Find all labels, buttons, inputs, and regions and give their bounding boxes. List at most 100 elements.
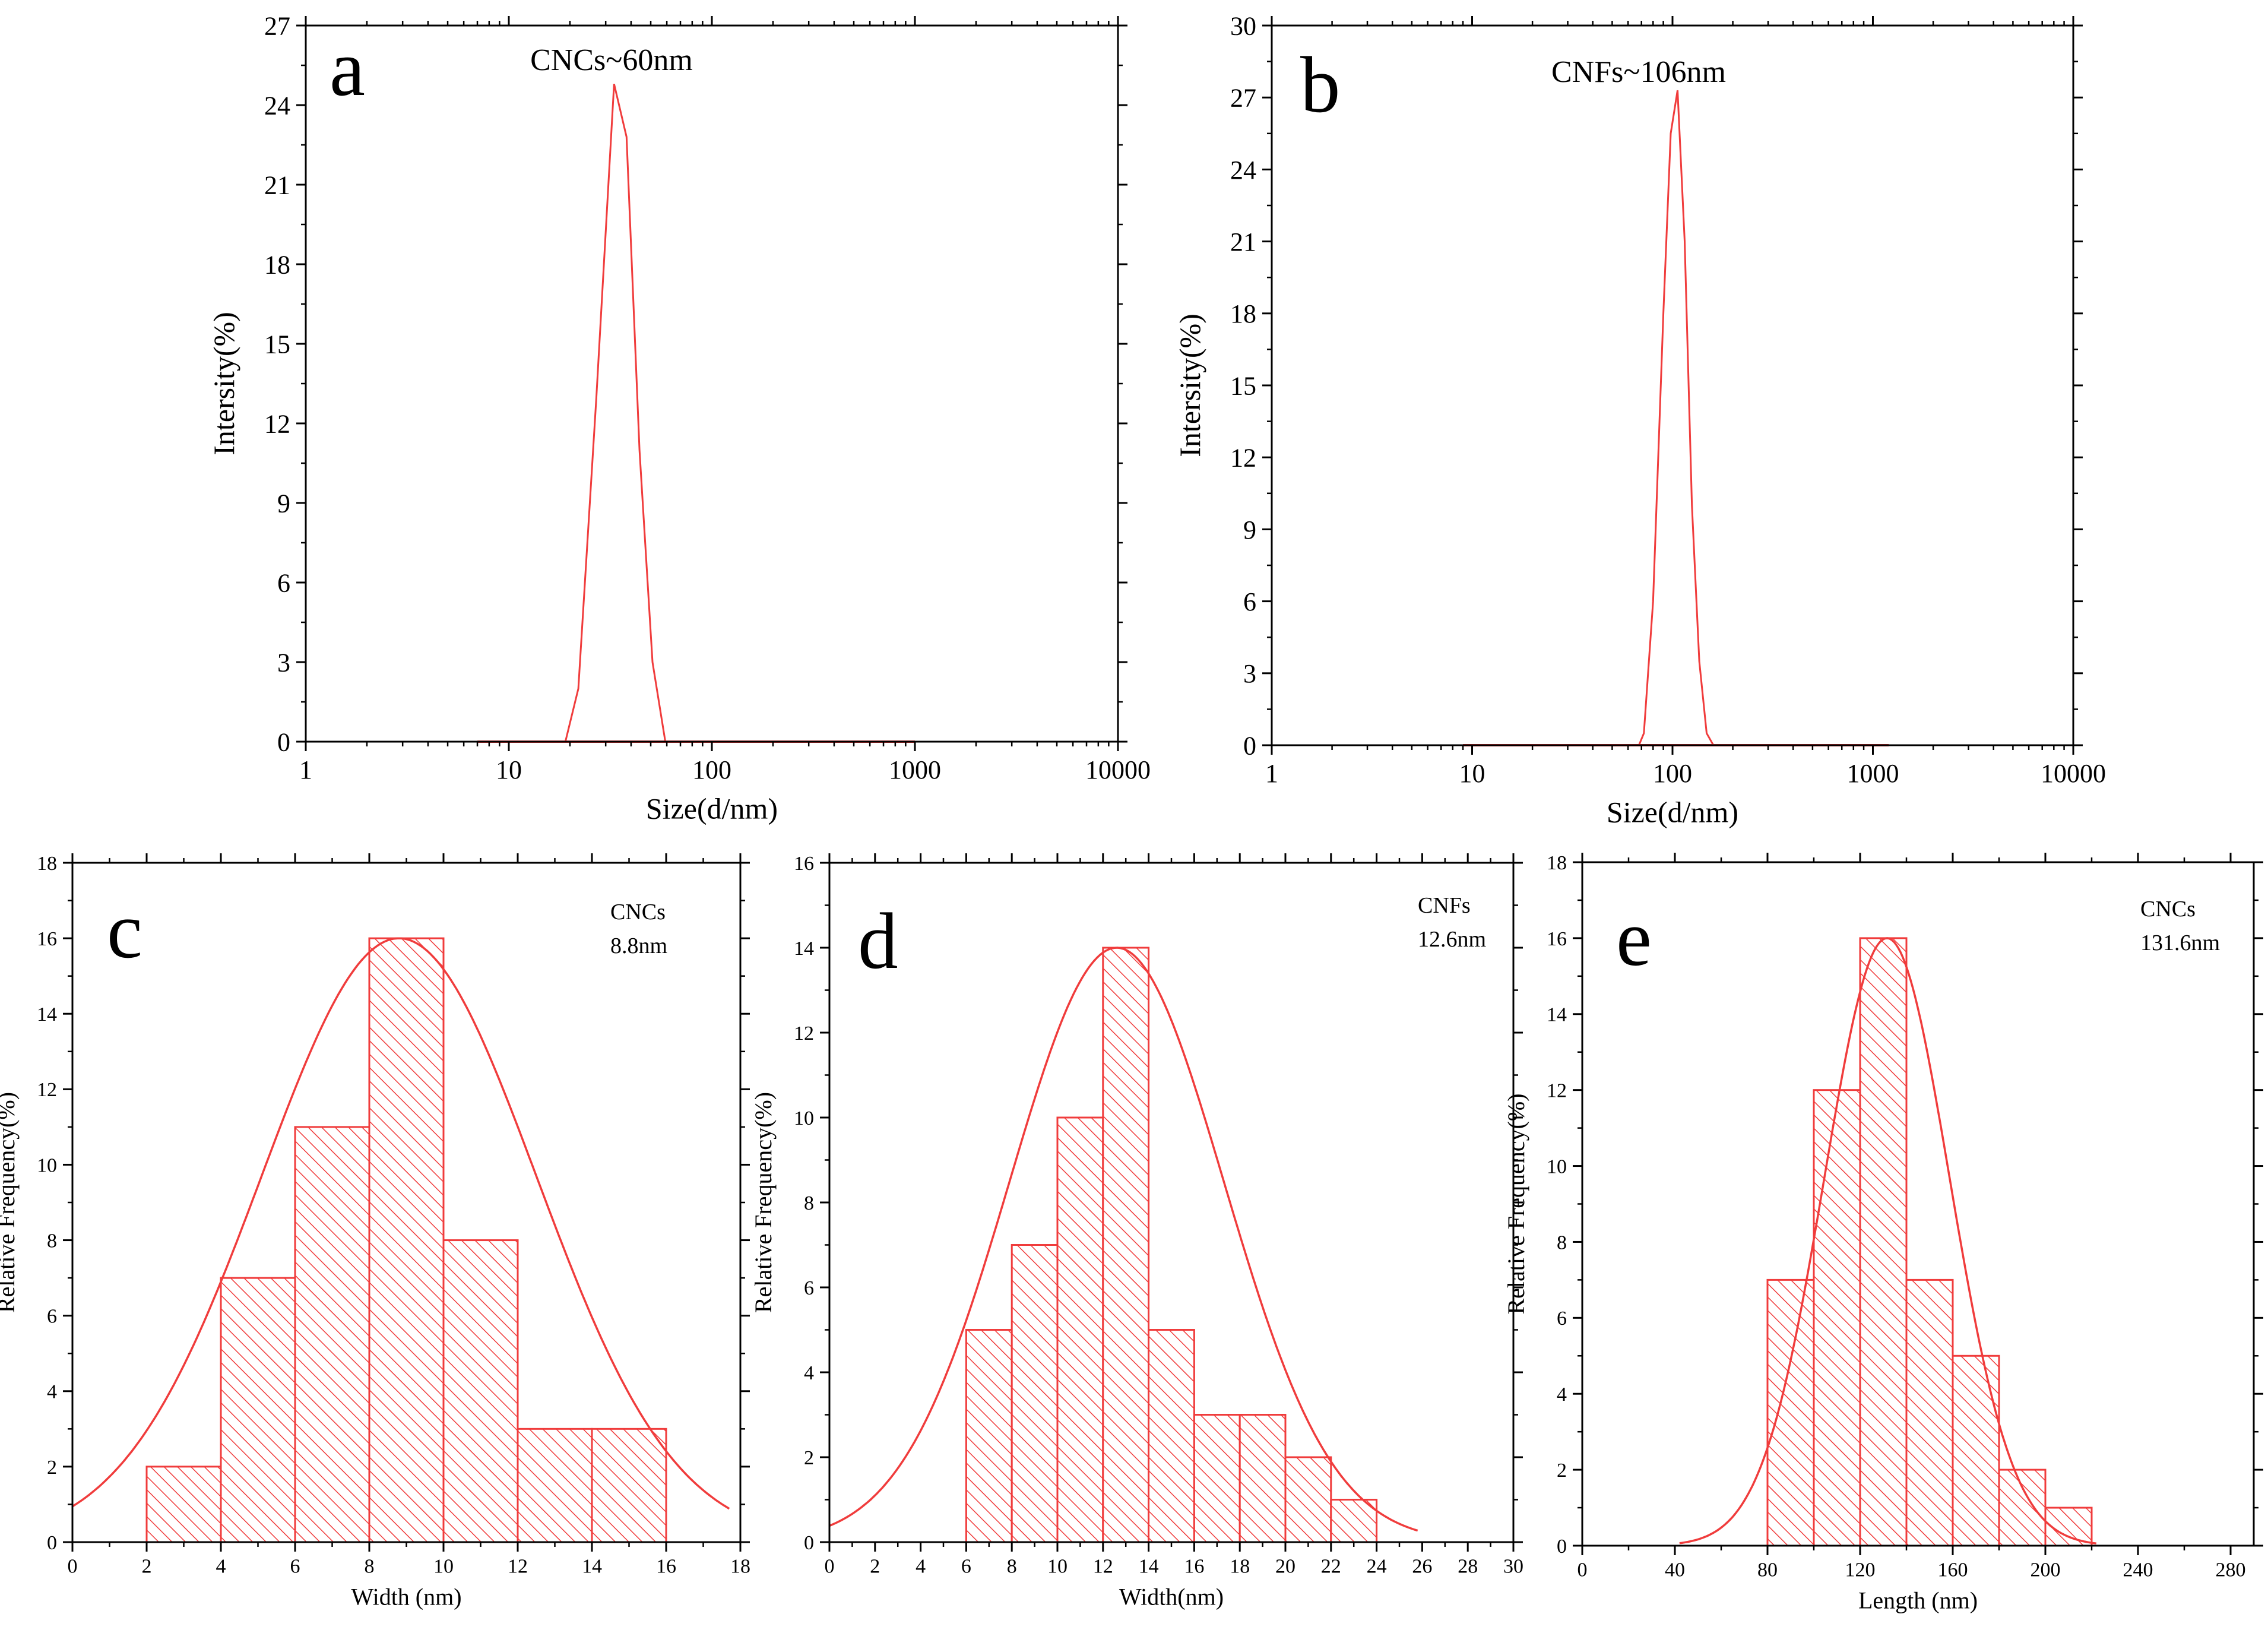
y-tick-label: 18 (264, 250, 290, 279)
annotation-1: CNCs (610, 900, 666, 925)
y-tick-label: 6 (804, 1277, 814, 1299)
x-tick-label: 1 (299, 755, 312, 784)
x-tick-label: 24 (1367, 1556, 1387, 1578)
y-tick-label: 14 (1547, 1004, 1567, 1026)
y-axis-label: Intersity(%) (1173, 314, 1206, 457)
y-tick-label: 0 (277, 727, 290, 757)
bar-5 (1952, 1354, 2000, 1547)
y-tick-label: 6 (1557, 1308, 1567, 1330)
axes: 0 3 6 9 12 15 18 21 24 27 30 1 10 100 1000 10000 (1230, 11, 2106, 788)
x-tick-label: 14 (582, 1556, 602, 1578)
x-tick-label: 0 (1578, 1559, 1588, 1581)
bar-5 (1148, 1329, 1195, 1543)
x-tick-label: 0 (68, 1556, 78, 1578)
y-axis-label: Relative Frequency(%) (750, 1092, 777, 1313)
fit-curve (1679, 937, 2096, 1544)
bar-6 (1998, 1468, 2047, 1547)
x-tick-label: 8 (1007, 1556, 1017, 1578)
x-tick-label: 30 (1503, 1556, 1523, 1578)
y-tick-label: 14 (794, 938, 814, 960)
y-tick-label: 12 (1547, 1080, 1567, 1102)
x-tick-label: 14 (1139, 1556, 1159, 1578)
y-tick-label: 10 (37, 1154, 57, 1176)
bar-3 (1859, 937, 1908, 1547)
panel-letter: a (330, 24, 365, 113)
x-tick-label: 12 (1093, 1556, 1113, 1578)
y-tick-label: 0 (1243, 731, 1256, 760)
panel-b: 0 3 6 9 12 15 18 21 24 27 30 1 10 100 1000 10000 Size(d/… (1173, 11, 2106, 828)
series-line-1 (477, 83, 915, 743)
y-tick-label: 27 (264, 11, 290, 40)
x-tick-label: 0 (825, 1556, 835, 1578)
y-tick-label: 16 (794, 853, 814, 875)
y-axis-label: Intersity(%) (207, 312, 240, 455)
x-tick-label: 200 (2031, 1559, 2061, 1581)
y-tick-label: 6 (47, 1306, 57, 1328)
x-axis-label: Width(nm) (1119, 1584, 1224, 1610)
y-tick-label: 10 (794, 1107, 814, 1129)
y-tick-label: 10 (1547, 1156, 1567, 1178)
x-tick-label: 10000 (1085, 755, 1151, 784)
bars (1766, 937, 2093, 1547)
x-tick-label: 100 (1653, 759, 1692, 788)
x-tick-label: 2 (142, 1556, 152, 1578)
y-axis-label: Relative Frequency(%) (1503, 1093, 1529, 1314)
fit-curve (72, 937, 730, 1510)
peak-annotation: CNCs~60nm (530, 43, 693, 77)
y-tick-label: 2 (47, 1457, 57, 1479)
y-tick-label: 9 (1243, 515, 1256, 545)
x-tick-label: 1000 (889, 755, 941, 784)
y-tick-label: 16 (37, 928, 57, 950)
bar-4 (368, 937, 445, 1543)
bar-2 (1813, 1089, 1861, 1547)
bar-7 (591, 1428, 667, 1543)
bars (145, 937, 667, 1543)
x-tick-label: 120 (1845, 1559, 1876, 1581)
y-tick-label: 21 (264, 170, 290, 200)
panel-e: 0 2 4 6 8 10 12 14 16 18 0 40 80 120 160 200 240 280 Lengt… (1503, 852, 2263, 1614)
y-tick-label: 0 (804, 1532, 814, 1554)
bar-9 (1330, 1499, 1378, 1543)
bar-2 (1011, 1244, 1059, 1543)
bar-8 (1284, 1456, 1332, 1543)
panel-letter: b (1300, 41, 1341, 129)
x-tick-label: 280 (2216, 1559, 2246, 1581)
annotation-2: 12.6nm (1418, 927, 1486, 952)
x-tick-label: 10 (433, 1556, 454, 1578)
x-tick-label: 10 (496, 755, 522, 784)
x-tick-label: 18 (1230, 1556, 1250, 1578)
y-tick-label: 15 (1230, 371, 1256, 400)
x-tick-label: 6 (290, 1556, 300, 1578)
y-tick-label: 15 (264, 330, 290, 359)
annotation-2: 131.6nm (2140, 930, 2220, 955)
y-tick-label: 18 (1547, 852, 1567, 874)
y-tick-label: 6 (1243, 587, 1256, 616)
y-tick-label: 4 (804, 1362, 814, 1384)
annotation-2: 8.8nm (610, 933, 667, 958)
x-tick-label: 8 (365, 1556, 375, 1578)
x-tick-label: 4 (916, 1556, 926, 1578)
panel-letter: c (107, 887, 142, 975)
y-tick-label: 8 (804, 1192, 814, 1214)
panel-letter: e (1616, 894, 1652, 983)
bar-6 (1193, 1414, 1241, 1543)
axes: 0 2 4 6 8 10 12 14 16 18 0 40 80 120 160 200 240 280 (1547, 852, 2263, 1581)
x-tick-label: 22 (1321, 1556, 1341, 1578)
fit-curve (829, 947, 1418, 1532)
bar-5 (442, 1239, 519, 1543)
series-line-1 (1463, 90, 1889, 746)
x-tick-label: 80 (1757, 1559, 1778, 1581)
panel-letter: d (858, 897, 898, 986)
x-tick-label: 40 (1665, 1559, 1685, 1581)
y-tick-label: 6 (277, 568, 290, 597)
x-tick-label: 10000 (2041, 759, 2106, 788)
y-tick-label: 2 (804, 1447, 814, 1469)
x-axis-label: Size(d/nm) (646, 792, 778, 825)
annotation-1: CNCs (2140, 897, 2196, 922)
y-tick-label: 14 (37, 1004, 57, 1026)
y-tick-label: 30 (1230, 11, 1256, 40)
y-tick-label: 16 (1547, 928, 1567, 950)
